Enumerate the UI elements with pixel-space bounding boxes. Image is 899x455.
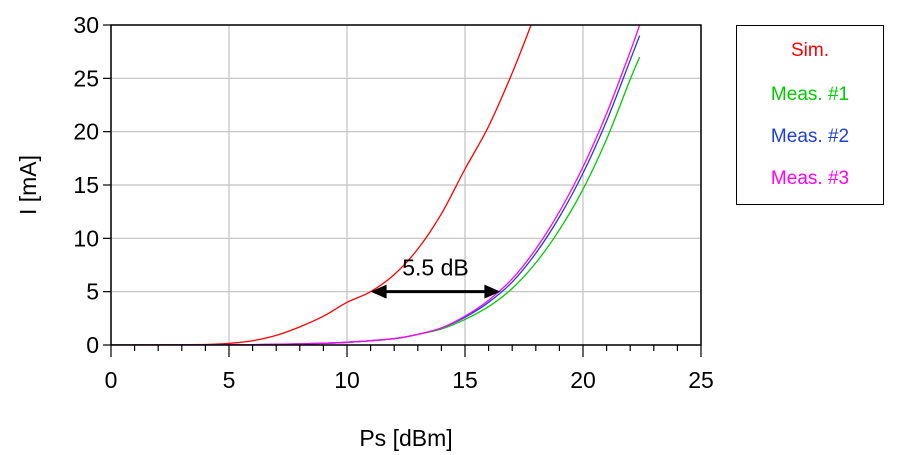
y-tick-label: 20 bbox=[73, 119, 99, 145]
y-tick-label: 15 bbox=[73, 172, 99, 198]
annotation-arrowhead-right bbox=[484, 284, 501, 299]
x-tick-label: 10 bbox=[334, 367, 360, 393]
y-tick-label: 0 bbox=[86, 332, 99, 358]
x-tick-label: 5 bbox=[223, 367, 236, 393]
y-tick-label: 10 bbox=[73, 225, 99, 251]
x-tick-label: 15 bbox=[452, 367, 478, 393]
legend-item-meas-1: Meas. #1 bbox=[770, 84, 850, 105]
x-tick-label: 25 bbox=[688, 367, 714, 393]
y-tick-label: 30 bbox=[73, 12, 99, 38]
annotation: 5.5 dB bbox=[370, 255, 501, 299]
y-tick-label: 25 bbox=[73, 65, 99, 91]
y-axis: 0 5 10 15 20 25 30 bbox=[73, 12, 111, 358]
series-line-meas-1 bbox=[111, 56, 641, 345]
grid bbox=[110, 24, 702, 346]
x-tick-label: 0 bbox=[105, 367, 118, 393]
legend-item-meas-2: Meas. #2 bbox=[770, 126, 850, 147]
legend-item-sim: Sim. bbox=[791, 40, 829, 61]
legend: Sim. Meas. #1 Meas. #2 Meas. #3 bbox=[736, 25, 884, 205]
series-line-meas-2 bbox=[111, 35, 641, 345]
y-tick-label: 5 bbox=[86, 279, 99, 305]
x-axis: 0 5 10 15 20 25 bbox=[105, 345, 714, 393]
series-line-sim bbox=[111, 25, 532, 345]
x-tick-label: 20 bbox=[570, 367, 596, 393]
y-axis-title: I [mA] bbox=[15, 155, 41, 215]
annotation-label: 5.5 dB bbox=[402, 255, 469, 281]
legend-item-meas-3: Meas. #3 bbox=[770, 168, 850, 189]
x-axis-title: Ps [dBm] bbox=[359, 425, 452, 451]
annotation-arrowhead-left bbox=[370, 284, 387, 299]
